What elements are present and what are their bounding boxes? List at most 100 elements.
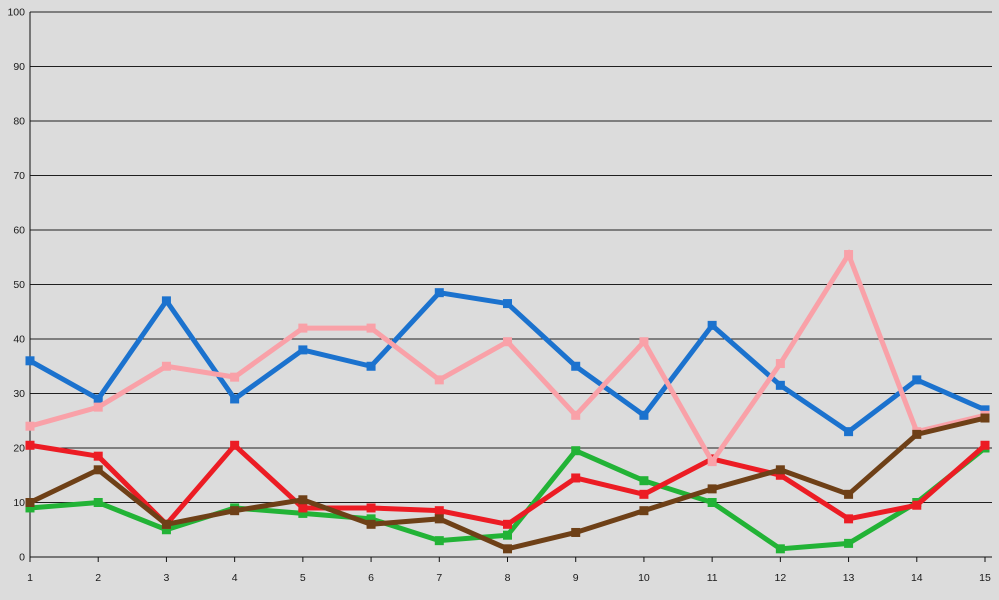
x-tick-label: 7 [436, 572, 442, 584]
x-tick-label: 13 [843, 572, 855, 584]
pink-series-marker [775, 359, 785, 369]
green-series-marker [844, 538, 854, 548]
x-tick-labels: 1 2 3 4 5 6 7 8 9 10 11 12 13 14 15 [27, 572, 991, 584]
red-series-marker [775, 470, 785, 480]
axes [29, 12, 992, 558]
y-tick-label: 80 [13, 116, 25, 128]
pink-series-marker [571, 410, 581, 420]
x-tick-label: 1 [27, 572, 33, 584]
blue-series-marker [230, 394, 240, 404]
y-tick-label: 20 [13, 443, 25, 455]
brown-series-marker [775, 465, 785, 475]
y-tick-label: 40 [13, 334, 25, 346]
blue-series-marker [25, 356, 35, 366]
blue-series-marker [639, 410, 649, 420]
blue-series-marker [161, 296, 171, 306]
x-tick-label: 8 [505, 572, 511, 584]
red-series [25, 440, 990, 529]
green-series-marker [503, 530, 512, 540]
data-series [25, 248, 990, 554]
red-series-marker [25, 440, 35, 450]
brown-series-marker [366, 519, 376, 529]
pink-series-marker [230, 372, 240, 382]
pink-series-marker [93, 402, 103, 412]
blue-series-marker [571, 361, 581, 371]
x-tick-label: 3 [164, 572, 170, 584]
red-series-marker [93, 451, 103, 461]
x-tick-label: 9 [573, 572, 579, 584]
x-tick-label: 4 [232, 572, 238, 584]
blue-series-marker [93, 394, 103, 404]
red-series-marker [980, 440, 990, 450]
brown-series-marker [298, 495, 308, 505]
y-tick-label: 0 [19, 552, 25, 564]
pink-series-marker [707, 457, 717, 467]
pink-series-marker [639, 337, 649, 347]
brown-series-marker [844, 489, 854, 499]
brown-series-marker [639, 506, 649, 516]
brown-series-marker [571, 527, 581, 537]
pink-series-marker [298, 323, 308, 333]
y-tick-label: 70 [13, 170, 25, 182]
brown-series-marker [25, 498, 35, 507]
green-series-marker [434, 536, 444, 546]
brown-series-marker [980, 413, 990, 423]
brown-series-marker [161, 519, 171, 529]
red-series-marker [434, 506, 444, 516]
red-series-marker [639, 489, 649, 499]
green-series-marker [366, 514, 376, 524]
red-series-marker [298, 503, 308, 513]
green-series-marker [571, 446, 581, 456]
green-series-marker [298, 508, 308, 518]
x-tick-label: 12 [775, 572, 787, 584]
brown-series-marker [93, 465, 103, 475]
x-axis-ticks [29, 557, 986, 562]
brown-series-marker [503, 544, 512, 554]
green-series-marker [639, 476, 649, 486]
y-tick-label: 90 [13, 61, 25, 73]
blue-series-marker [707, 320, 717, 330]
y-tick-label: 30 [13, 388, 25, 400]
red-series-marker [230, 440, 240, 450]
gridlines [30, 11, 992, 558]
x-tick-label: 6 [368, 572, 374, 584]
blue-series-marker [912, 375, 922, 385]
y-tick-labels: 0 10 20 30 40 50 60 70 80 90 100 [7, 7, 25, 564]
x-tick-label: 15 [979, 572, 991, 584]
x-tick-label: 10 [638, 572, 650, 584]
brown-series-marker [707, 484, 717, 494]
green-series-marker [25, 503, 35, 513]
blue-series-marker [775, 380, 785, 390]
pink-series-marker [503, 337, 512, 347]
red-series-marker [366, 503, 376, 513]
brown-series [25, 413, 990, 554]
y-tick-label: 10 [13, 497, 25, 509]
y-tick-label: 60 [13, 225, 25, 237]
pink-series-marker [434, 375, 444, 385]
red-series-marker [571, 473, 581, 483]
x-tick-label: 11 [707, 572, 718, 584]
blue-series-marker [366, 361, 376, 371]
green-series-marker [775, 544, 785, 554]
y-tick-label: 100 [7, 7, 25, 19]
red-series-marker [844, 514, 854, 524]
blue-series-marker [844, 427, 854, 437]
x-tick-label: 5 [300, 572, 306, 584]
blue-series-marker [298, 345, 308, 355]
pink-series-marker [161, 361, 171, 371]
x-tick-label: 2 [95, 572, 101, 584]
blue-series-marker [434, 288, 444, 298]
brown-series-marker [912, 429, 922, 439]
brown-series-marker [230, 506, 240, 516]
green-series-marker [161, 525, 171, 535]
pink-series-marker [844, 250, 854, 260]
y-tick-label: 50 [13, 279, 25, 291]
pink-series-marker [366, 323, 376, 333]
blue-series-marker [980, 405, 990, 415]
x-tick-label: 14 [911, 572, 923, 584]
brown-series-marker [434, 514, 444, 524]
blue-series-marker [503, 299, 512, 309]
red-series-marker [503, 519, 512, 529]
